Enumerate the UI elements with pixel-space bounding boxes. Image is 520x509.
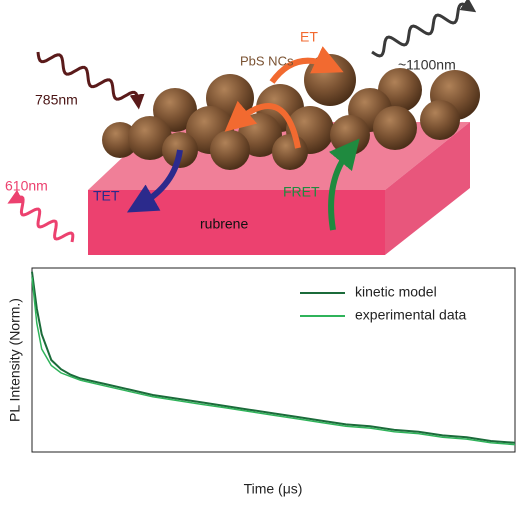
nanocrystal: [128, 116, 172, 160]
fret-arrow: [328, 138, 360, 231]
y-axis-label: PL Intensity (Norm.): [7, 298, 23, 422]
chart: Time (μs) PL Intensity (Norm.) kinetic m…: [7, 267, 516, 497]
label: 610nm: [5, 178, 48, 194]
x-axis-label: Time (μs): [244, 481, 303, 497]
et-arrow: [269, 46, 344, 84]
label: 785nm: [35, 92, 78, 108]
legend-label: experimental data: [355, 307, 467, 323]
schematic: 785nm PbS NCs ET ~1100nm 610nm TET FRET …: [5, 0, 480, 255]
tet-arrow: [126, 149, 183, 213]
label: rubrene: [200, 216, 248, 232]
label: ET: [300, 29, 318, 45]
label: ~1100nm: [398, 57, 456, 73]
et-arrow: [224, 100, 301, 149]
light-wave: [371, 0, 477, 58]
nanocrystal: [272, 134, 308, 170]
nanocrystal: [210, 130, 250, 170]
data-line: [31, 271, 516, 444]
label: FRET: [283, 184, 320, 200]
light-wave: [36, 51, 145, 110]
nanocrystal: [102, 122, 138, 158]
nanocrystal: [153, 88, 197, 132]
nanocrystal: [420, 100, 460, 140]
label: TET: [93, 188, 120, 204]
light-waves: [7, 0, 477, 243]
data-line: [31, 277, 516, 446]
nanocrystal: [330, 115, 370, 155]
plot-frame: [31, 267, 516, 453]
nanocrystal: [373, 106, 417, 150]
legend-label: kinetic model: [355, 284, 437, 300]
substrate-side: [385, 122, 470, 255]
label: PbS NCs: [240, 53, 294, 68]
light-wave: [7, 189, 75, 243]
